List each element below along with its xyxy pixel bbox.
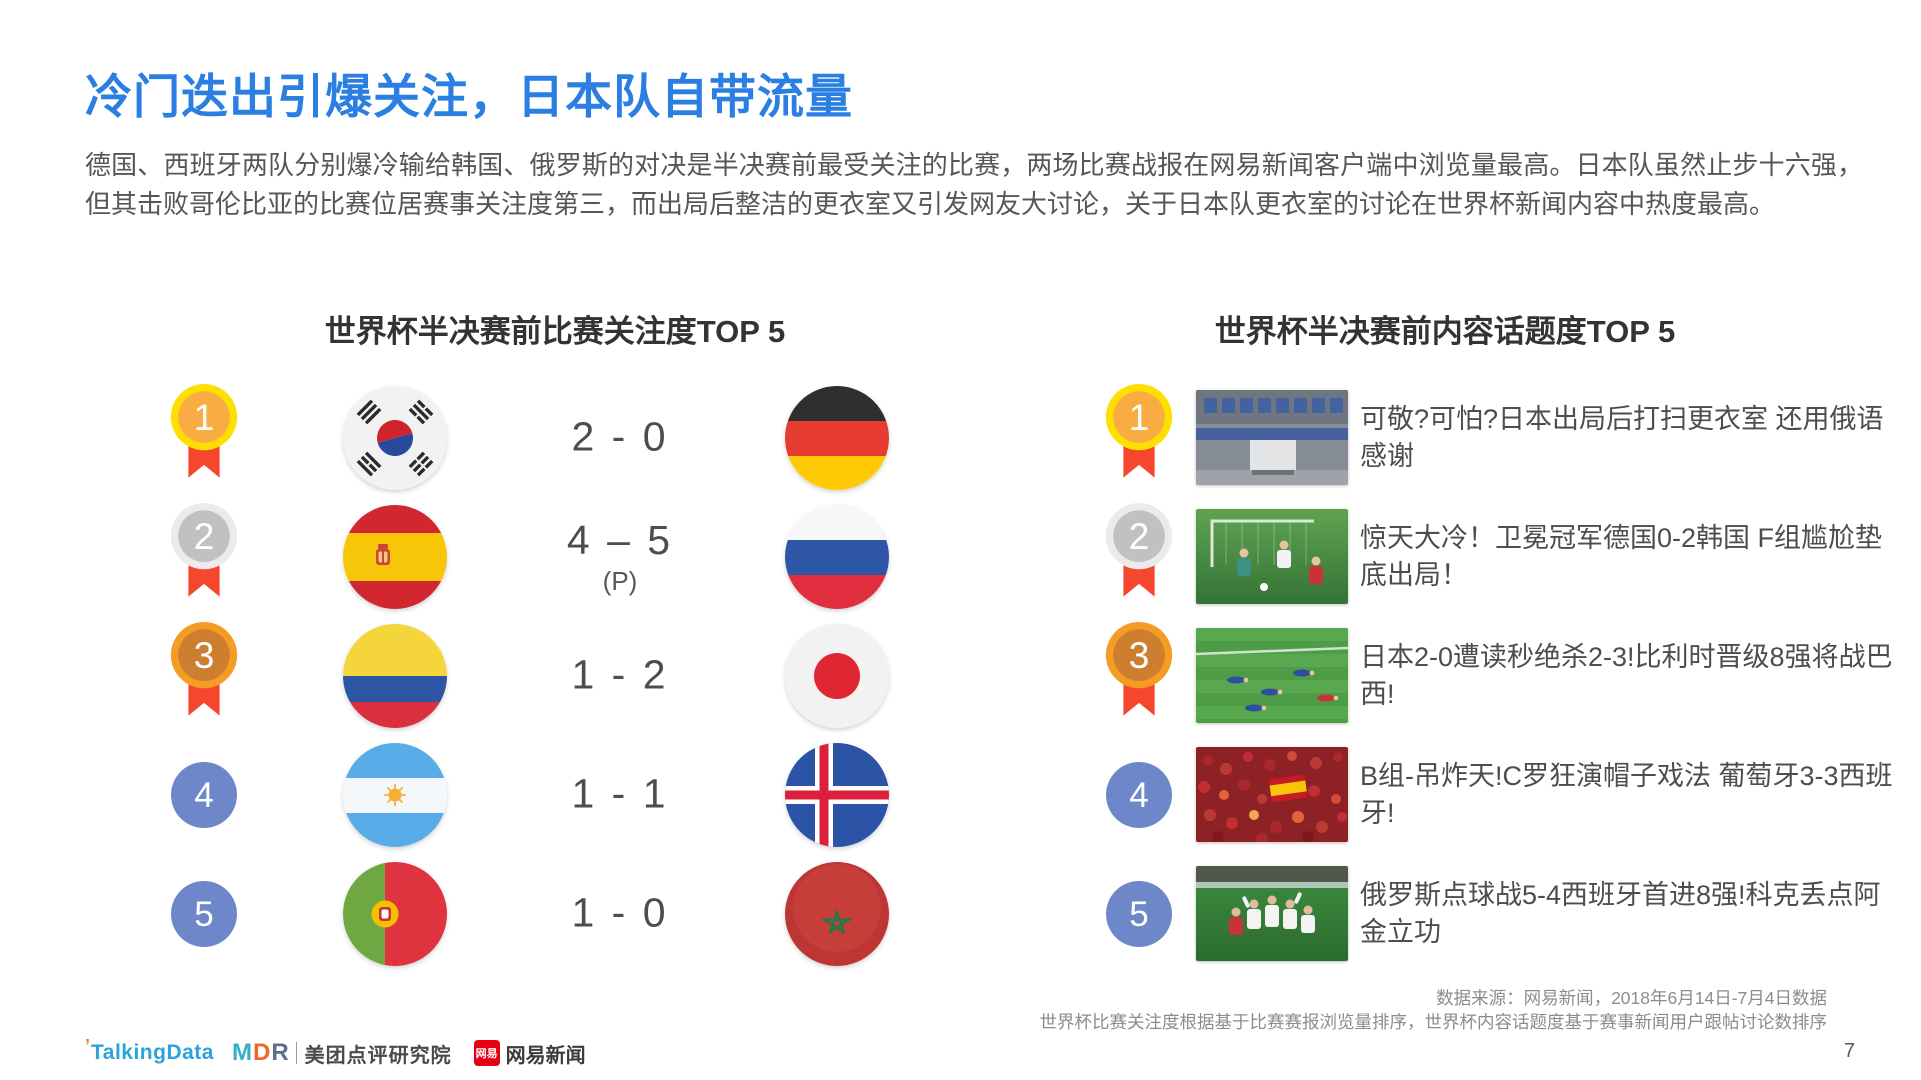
svg-text:4: 4 bbox=[194, 776, 213, 815]
page-title: 冷门迭出引爆关注，日本队自带流量 bbox=[85, 70, 853, 123]
table-row: 3 1 - 2 bbox=[85, 616, 965, 735]
meituan-dianping-research-logo: M D R 美团点评研究院 bbox=[232, 1039, 452, 1068]
svg-text:3: 3 bbox=[194, 633, 215, 675]
news-headline: 可敬?可怕?日本出局后打扫更衣室 还用俄语感谢 bbox=[1360, 403, 1884, 471]
gold-medal-icon: 1 bbox=[1100, 383, 1178, 481]
match-score-block: 1 - 1 bbox=[505, 770, 735, 819]
table-row: 2 惊天大冷！卫冕冠军德国0-2韩国 F组尴尬垫底出局！ bbox=[1090, 497, 1902, 616]
gold-medal-icon: 1 bbox=[165, 383, 243, 481]
netease-news-logo: 网易 网易新闻 bbox=[473, 1039, 586, 1068]
intro-paragraph: 德国、西班牙两队分别爆冷输给韩国、俄罗斯的对决是半决赛前最受关注的比赛，两场比赛… bbox=[85, 150, 1863, 219]
rank-4-circle-icon: 4 bbox=[170, 761, 238, 829]
match-score: 1 - 2 bbox=[571, 651, 669, 697]
table-row: 1 可敬?可怕?日本出局后打扫更衣室 还用俄语感谢 bbox=[1090, 378, 1902, 497]
match-score-block: 2 - 0 bbox=[505, 413, 735, 462]
mdr-letter-r: R bbox=[271, 1039, 290, 1066]
content-topic-top5-table: 1 可敬?可怕?日本出局后打扫更衣室 还用俄语感谢 bbox=[1090, 378, 1902, 973]
japan-belgium-match-photo bbox=[1196, 627, 1348, 723]
table-row: 2 4 – 5 (P) bbox=[85, 497, 965, 616]
flag-south-korea-icon bbox=[343, 385, 447, 490]
data-source-line2: 世界杯比赛关注度根据基于比赛赛报浏览量排序，世界杯内容话题度基于赛事新闻用户跟帖… bbox=[1039, 1012, 1828, 1032]
match-score-block: 1 - 0 bbox=[505, 889, 735, 938]
flag-colombia-icon bbox=[343, 623, 447, 728]
russia-celebration-photo bbox=[1196, 865, 1348, 961]
bronze-medal-icon: 3 bbox=[165, 621, 243, 719]
data-source-line1: 数据来源：网易新闻，2018年6月14日-7月4日数据 bbox=[1436, 988, 1827, 1008]
svg-text:1: 1 bbox=[1129, 395, 1150, 437]
flag-iceland-icon bbox=[785, 742, 889, 847]
mdr-letter-m: M bbox=[231, 1039, 253, 1066]
table-row: 4 B组-吊炸天!C罗狂演帽子戏法 葡萄牙3-3西班 bbox=[1090, 735, 1902, 854]
portugal-spain-fans-photo bbox=[1196, 746, 1348, 842]
korea-germany-match-photo bbox=[1196, 508, 1348, 604]
rank-5-circle-icon: 5 bbox=[170, 880, 238, 948]
mdr-letter-d: D bbox=[252, 1039, 272, 1066]
match-score: 1 - 0 bbox=[571, 889, 669, 935]
rank-5-circle-icon: 5 bbox=[1105, 880, 1173, 948]
silver-medal-icon: 2 bbox=[165, 502, 243, 600]
silver-medal-icon: 2 bbox=[1100, 502, 1178, 600]
match-score-block: 4 – 5 (P) bbox=[505, 517, 735, 597]
flag-russia-icon bbox=[785, 504, 889, 609]
svg-text:4: 4 bbox=[1129, 776, 1148, 815]
meituan-dianping-label: 美团点评研究院 bbox=[304, 1044, 452, 1067]
svg-text:1: 1 bbox=[194, 395, 215, 437]
flag-argentina-icon bbox=[343, 742, 447, 847]
left-section-title: 世界杯半决赛前比赛关注度TOP 5 bbox=[324, 314, 786, 349]
flag-japan-icon bbox=[785, 623, 889, 728]
flag-portugal-icon bbox=[343, 861, 447, 966]
talkingdata-wordmark: TalkingData bbox=[91, 1041, 214, 1064]
match-score: 1 - 1 bbox=[571, 770, 669, 816]
japan-locker-room-photo bbox=[1196, 389, 1348, 485]
bronze-medal-icon: 3 bbox=[1100, 621, 1178, 719]
penalty-note: (P) bbox=[602, 565, 638, 596]
talkingdata-tick-icon: ’ bbox=[85, 1036, 91, 1056]
table-row: 4 1 - 1 bbox=[85, 735, 965, 854]
table-row: 3 日本2-0遭读秒绝杀2-3!比利时晋级8强将战巴西! bbox=[1090, 616, 1902, 735]
data-source-notes: 数据来源：网易新闻，2018年6月14日-7月4日数据 世界杯比赛关注度根据基于… bbox=[1040, 986, 1828, 1034]
netease-news-label: 网易新闻 bbox=[505, 1044, 586, 1067]
table-row: 5 1 - 0 bbox=[85, 854, 965, 973]
match-score: 2 - 0 bbox=[571, 413, 669, 459]
svg-text:2: 2 bbox=[194, 514, 215, 556]
footer-logos: ’ TalkingData M D R 美团点评研究院 网易 网易新闻 bbox=[85, 1036, 586, 1068]
match-score-block: 1 - 2 bbox=[505, 651, 735, 700]
news-headline: 俄罗斯点球战5-4西班牙首进8强!科克丢点阿金立功 bbox=[1360, 879, 1881, 947]
news-headline: 日本2-0遭读秒绝杀2-3!比利时晋级8强将战巴西! bbox=[1360, 641, 1893, 709]
page-number: 7 bbox=[1843, 1040, 1855, 1062]
right-section-title: 世界杯半决赛前内容话题度TOP 5 bbox=[1214, 314, 1676, 349]
table-row: 5 bbox=[1090, 854, 1902, 973]
flag-morocco-icon bbox=[785, 861, 889, 966]
news-headline: B组-吊炸天!C罗狂演帽子戏法 葡萄牙3-3西班牙! bbox=[1360, 760, 1893, 828]
svg-text:2: 2 bbox=[1129, 514, 1150, 556]
match-attention-top5-table: 1 2 bbox=[85, 378, 965, 973]
news-headline: 惊天大冷！卫冕冠军德国0-2韩国 F组尴尬垫底出局！ bbox=[1360, 522, 1883, 590]
flag-germany-icon bbox=[785, 385, 889, 490]
logo-divider bbox=[295, 1042, 297, 1064]
svg-text:3: 3 bbox=[1129, 633, 1150, 675]
match-score: 4 – 5 bbox=[566, 516, 674, 563]
netease-badge-icon: 网易 bbox=[473, 1040, 500, 1066]
svg-text:5: 5 bbox=[194, 895, 213, 934]
table-row: 1 2 bbox=[85, 378, 965, 497]
talkingdata-logo: ’ TalkingData bbox=[85, 1036, 214, 1065]
rank-4-circle-icon: 4 bbox=[1105, 761, 1173, 829]
svg-text:5: 5 bbox=[1129, 895, 1148, 934]
flag-spain-icon bbox=[343, 504, 447, 609]
